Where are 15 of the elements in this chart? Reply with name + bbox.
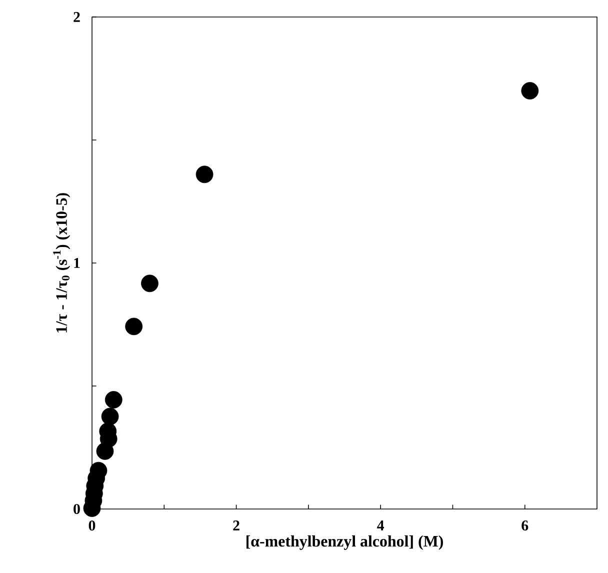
point: [125, 318, 143, 336]
point: [196, 166, 214, 184]
x-tick-label: 0: [88, 520, 96, 531]
point: [521, 82, 539, 100]
y-tick-label: 0: [74, 504, 80, 514]
point: [101, 408, 119, 426]
point: [104, 391, 122, 408]
x-axis-title: [α-methylbenzyl alcohol] (M): [246, 535, 443, 550]
y-tick-label: 1: [74, 258, 80, 268]
point: [141, 274, 158, 292]
x-tick-label: 4: [377, 520, 384, 530]
y-tick-label: 2: [74, 12, 80, 22]
x-tick-label: 2: [233, 520, 240, 530]
x-tick-label: 6: [522, 520, 528, 531]
y-axis-title: 1/τ - 1/τ$_{0}$ (s$^{-1}$) (x10-5): [53, 193, 70, 332]
